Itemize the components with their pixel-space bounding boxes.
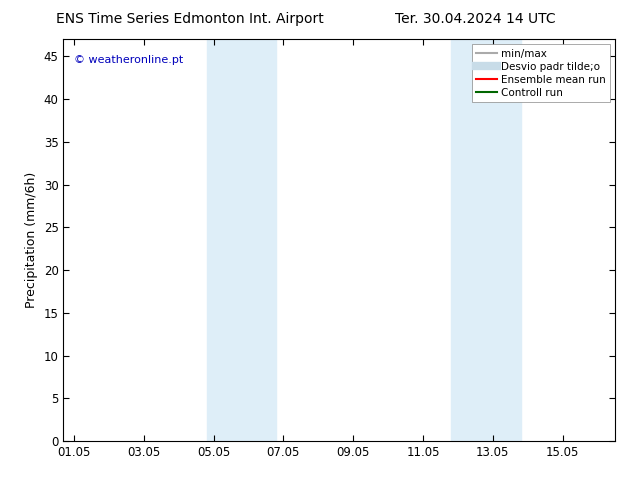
Bar bbox=[451, 39, 521, 441]
Bar bbox=[207, 39, 276, 441]
Text: © weatheronline.pt: © weatheronline.pt bbox=[74, 55, 184, 65]
Legend: min/max, Desvio padr tilde;o, Ensemble mean run, Controll run: min/max, Desvio padr tilde;o, Ensemble m… bbox=[472, 45, 610, 102]
Y-axis label: Precipitation (mm/6h): Precipitation (mm/6h) bbox=[25, 172, 38, 308]
Text: ENS Time Series Edmonton Int. Airport: ENS Time Series Edmonton Int. Airport bbox=[56, 12, 324, 26]
Text: Ter. 30.04.2024 14 UTC: Ter. 30.04.2024 14 UTC bbox=[395, 12, 556, 26]
